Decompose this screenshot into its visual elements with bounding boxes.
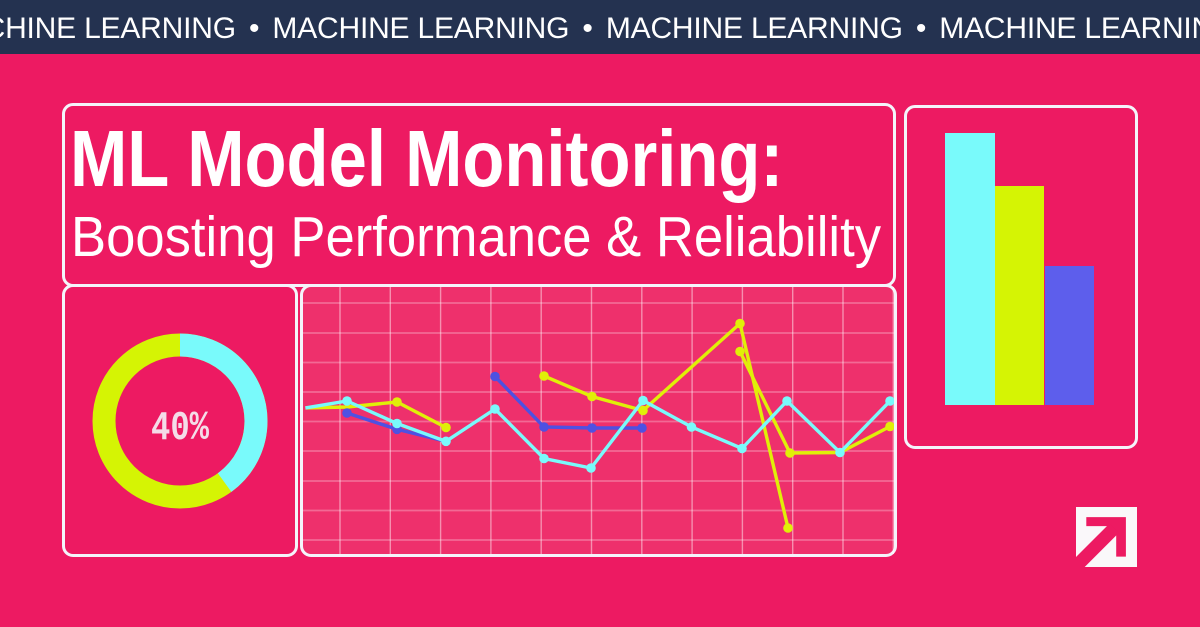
svg-text:40%: 40%	[151, 406, 209, 452]
